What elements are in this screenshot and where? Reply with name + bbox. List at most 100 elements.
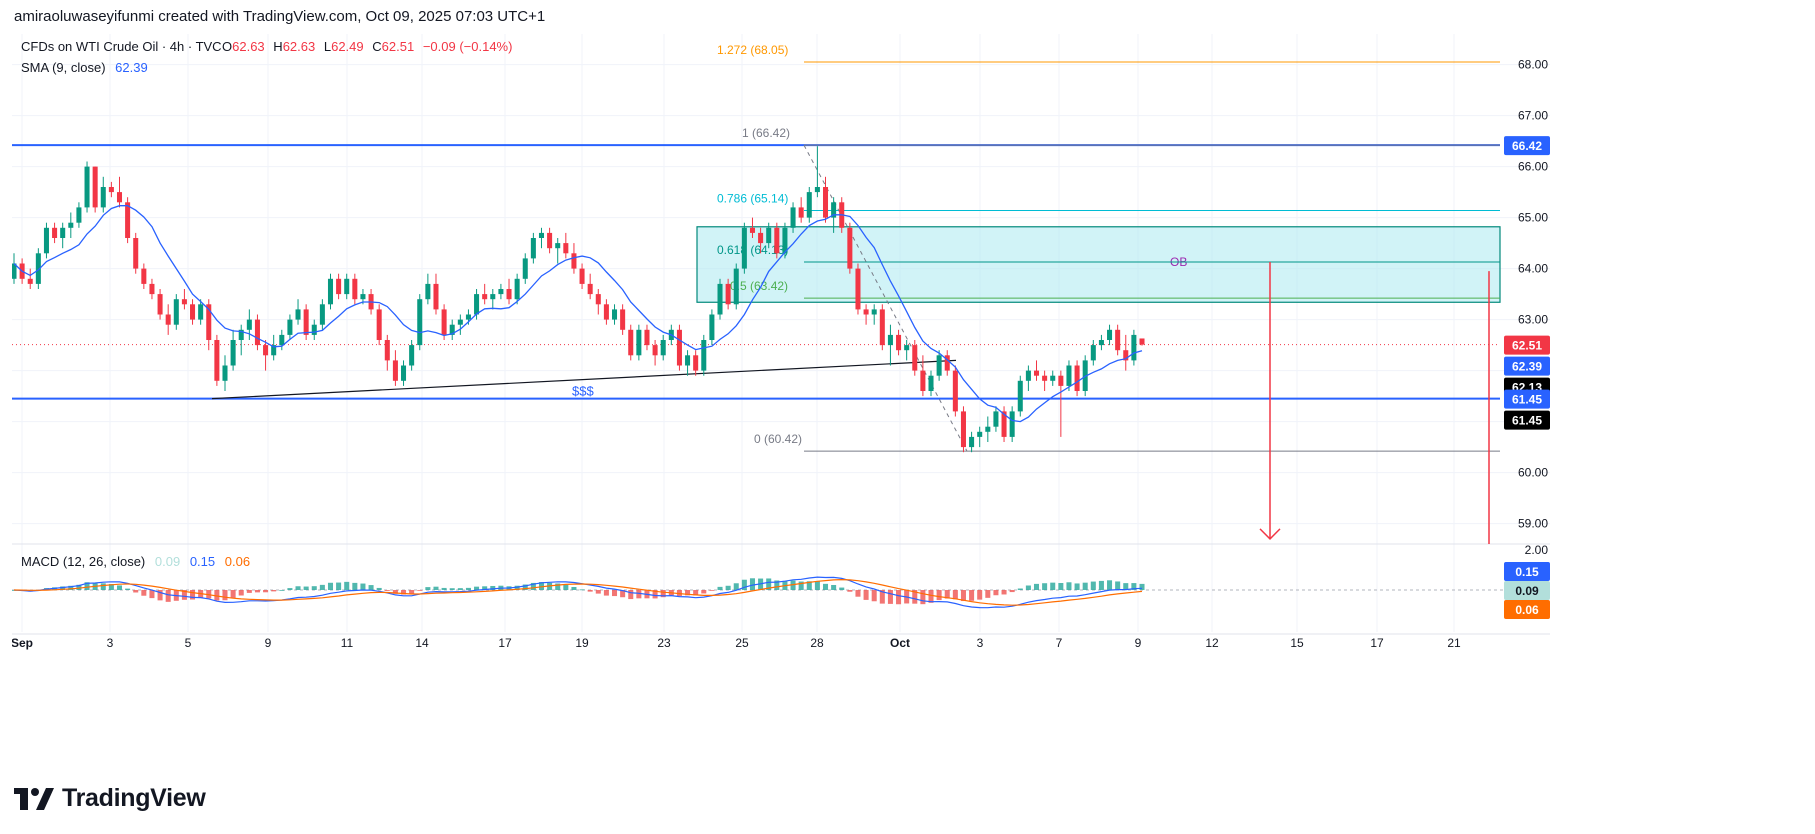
macd-histogram-bar (806, 581, 812, 590)
macd-histogram-bar (60, 586, 66, 590)
macd-histogram-bar (579, 589, 585, 591)
time-tick-label: 17 (1370, 636, 1384, 650)
macd-value-text: 0.09 (1515, 584, 1539, 598)
macd-histogram-bar (717, 586, 723, 590)
candle-body (465, 314, 471, 320)
candle-body (969, 436, 975, 448)
macd-histogram-bar (952, 590, 958, 600)
macd-histogram-bar (725, 585, 731, 590)
macd-histogram-bar (530, 582, 536, 590)
macd-histogram-bar (920, 590, 926, 605)
macd-histogram-bar (1107, 580, 1113, 590)
candle-body (1123, 350, 1129, 361)
candle-body (1058, 375, 1064, 386)
macd-histogram-bar (912, 590, 918, 604)
macd-histogram-bar (636, 590, 642, 599)
fib-level-label: 0 (60.42) (754, 432, 802, 446)
candle-body (441, 309, 447, 335)
candle-body (35, 253, 41, 284)
candle-body (1066, 365, 1072, 386)
order-block-zone (696, 226, 1501, 303)
macd-histogram-bar (1042, 583, 1048, 590)
fib-trend-line (803, 144, 968, 452)
tradingview-logo[interactable]: TradingView (14, 784, 206, 813)
candle-body (27, 278, 33, 284)
candle-body (198, 304, 204, 320)
macd-histogram-bar (863, 590, 869, 600)
candle-body (709, 314, 715, 340)
price-label-badge (1504, 389, 1550, 409)
candle-body (43, 227, 49, 254)
candle-body (514, 278, 520, 300)
chart-credit: amiraoluwaseyifunmi created with Trading… (14, 8, 546, 25)
macd-histogram-bar (1017, 588, 1023, 590)
macd-histogram-bar (384, 590, 390, 591)
candle-body (620, 309, 626, 330)
macd-legend: MACD (12, 26, close) 0.09 0.15 0.06 (21, 554, 250, 569)
candle-body (725, 283, 731, 305)
macd-histogram-bar (401, 590, 407, 595)
candle-body (457, 319, 463, 325)
macd-line (13, 576, 1143, 609)
candle-body (822, 187, 829, 218)
macd-histogram-bar (701, 590, 707, 594)
candles (11, 146, 1145, 453)
macd-histogram-bar (993, 590, 999, 596)
time-tick-label: 3 (977, 636, 984, 650)
chart-canvas[interactable]: OB $$$ 1.272 (68.05) 1 (66.42) 0.786 (65.1… (11, 34, 1802, 760)
legend-high-label: H (273, 39, 282, 54)
macd-histogram-bar (319, 584, 325, 590)
candle-body (287, 319, 293, 335)
candle-body (733, 268, 739, 305)
legend-change: −0.09 (−0.14%) (423, 39, 513, 54)
price-tick-label: 63.00 (1518, 313, 1548, 327)
macd-histogram-bar (839, 587, 845, 590)
candle-body (1050, 375, 1056, 381)
macd-histogram-bar (295, 586, 301, 590)
candle-body (904, 345, 910, 351)
time-tick-label: Oct (890, 636, 910, 650)
macd-histogram-bar (360, 583, 366, 590)
candle-body (319, 304, 325, 325)
candle-body (108, 187, 114, 193)
fib-level-label: 0.5 (63.42) (730, 279, 788, 293)
candle-body (68, 222, 74, 228)
legend-macd-label: MACD (12, 26, close) (21, 554, 145, 569)
macd-histogram-bar (741, 579, 747, 590)
price-tick-label: 67.00 (1518, 109, 1548, 123)
candle-body (336, 278, 342, 295)
macd-histogram-bar (222, 590, 228, 601)
macd-histogram-bar (766, 578, 772, 590)
macd-histogram-bar (238, 590, 244, 596)
price-tick-label: 66.00 (1518, 160, 1548, 174)
trendline (211, 359, 957, 400)
legend-sma-value: 62.39 (115, 60, 148, 75)
candle-body (571, 253, 577, 269)
candle-body (871, 309, 877, 315)
candle-body (474, 294, 480, 315)
time-tick-label: Sep (12, 636, 33, 650)
candle-body (896, 334, 902, 351)
macd-histogram-bar (246, 590, 252, 593)
candle-body (1098, 340, 1104, 346)
macd-histogram-bar (977, 590, 983, 600)
price-label-text: 62.39 (1512, 360, 1542, 374)
time-tick-label: 19 (575, 636, 589, 650)
price-tick-label: 64.00 (1518, 262, 1548, 276)
macd-histogram-bar (287, 588, 293, 590)
bearish-arrow-head (1259, 528, 1281, 540)
macd-histogram-bar (133, 590, 139, 593)
legend-ohlc: O62.63 H62.63 L62.49 C62.51 −0.09 (−0.14… (222, 39, 512, 54)
candle-body (612, 309, 618, 320)
candle-body (425, 283, 431, 300)
candle-body (547, 232, 553, 249)
chart-frame[interactable]: OB $$$ 1.272 (68.05) 1 (66.42) 0.786 (65.1… (11, 34, 1802, 760)
macd-histogram-bar (100, 583, 106, 590)
macd-histogram-bar (928, 590, 934, 603)
macd-histogram-bar (514, 585, 520, 590)
candle-body (806, 192, 812, 218)
tradingview-logo-icon (14, 787, 54, 810)
price-label-text: 62.51 (1512, 339, 1542, 353)
macd-histogram-bar (831, 584, 837, 590)
macd-histogram-bar (822, 583, 829, 590)
